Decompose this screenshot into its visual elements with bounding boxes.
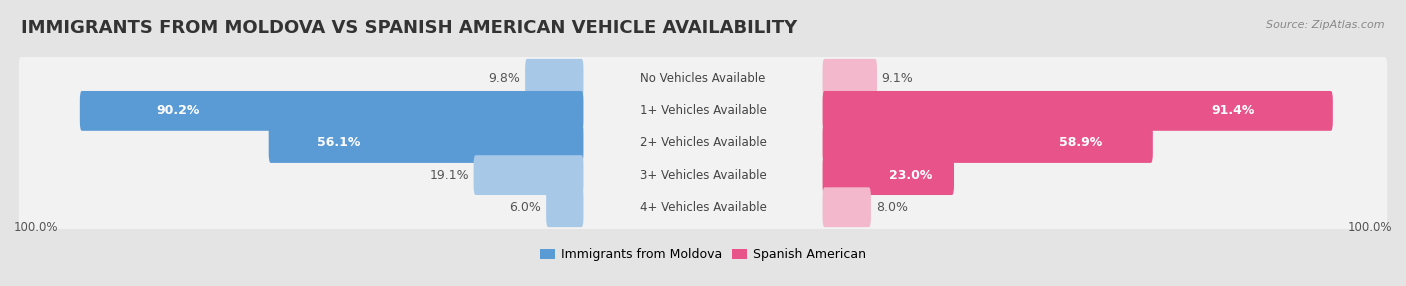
- Text: IMMIGRANTS FROM MOLDOVA VS SPANISH AMERICAN VEHICLE AVAILABILITY: IMMIGRANTS FROM MOLDOVA VS SPANISH AMERI…: [21, 19, 797, 37]
- Text: 56.1%: 56.1%: [318, 136, 361, 150]
- Text: 6.0%: 6.0%: [509, 201, 541, 214]
- FancyBboxPatch shape: [18, 185, 1388, 229]
- FancyBboxPatch shape: [524, 59, 583, 99]
- FancyBboxPatch shape: [474, 155, 583, 195]
- FancyBboxPatch shape: [546, 187, 583, 227]
- Text: Source: ZipAtlas.com: Source: ZipAtlas.com: [1267, 20, 1385, 30]
- Text: 19.1%: 19.1%: [429, 169, 468, 182]
- FancyBboxPatch shape: [18, 153, 1388, 197]
- FancyBboxPatch shape: [823, 91, 1333, 131]
- FancyBboxPatch shape: [269, 123, 583, 163]
- Text: 9.1%: 9.1%: [882, 72, 914, 85]
- Legend: Immigrants from Moldova, Spanish American: Immigrants from Moldova, Spanish America…: [540, 248, 866, 261]
- FancyBboxPatch shape: [823, 123, 1153, 163]
- FancyBboxPatch shape: [823, 187, 870, 227]
- FancyBboxPatch shape: [823, 155, 955, 195]
- Text: 2+ Vehicles Available: 2+ Vehicles Available: [640, 136, 766, 150]
- FancyBboxPatch shape: [18, 121, 1388, 165]
- FancyBboxPatch shape: [80, 91, 583, 131]
- Text: 100.0%: 100.0%: [14, 221, 59, 234]
- Text: 8.0%: 8.0%: [876, 201, 908, 214]
- Text: 1+ Vehicles Available: 1+ Vehicles Available: [640, 104, 766, 117]
- Text: No Vehicles Available: No Vehicles Available: [640, 72, 766, 85]
- Text: 3+ Vehicles Available: 3+ Vehicles Available: [640, 169, 766, 182]
- Text: 90.2%: 90.2%: [157, 104, 200, 117]
- FancyBboxPatch shape: [823, 59, 877, 99]
- FancyBboxPatch shape: [18, 89, 1388, 133]
- Text: 9.8%: 9.8%: [488, 72, 520, 85]
- Text: 91.4%: 91.4%: [1212, 104, 1256, 117]
- Text: 58.9%: 58.9%: [1059, 136, 1102, 150]
- Text: 100.0%: 100.0%: [1347, 221, 1392, 234]
- Text: 23.0%: 23.0%: [890, 169, 932, 182]
- Text: 4+ Vehicles Available: 4+ Vehicles Available: [640, 201, 766, 214]
- FancyBboxPatch shape: [18, 57, 1388, 101]
